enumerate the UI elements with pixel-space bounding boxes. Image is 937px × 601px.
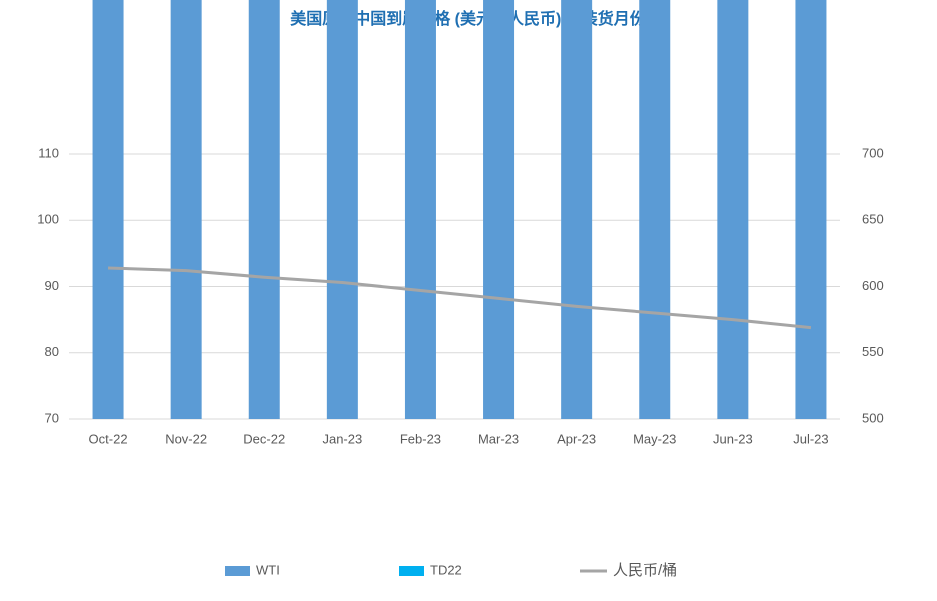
y2-tick-label: 550 — [862, 344, 884, 359]
line — [107, 266, 812, 330]
y-tick-label: 100 — [37, 212, 59, 227]
bar-segment — [170, 0, 202, 419]
bar-segment — [639, 0, 671, 420]
legend-label: TD22 — [430, 562, 462, 577]
x-tick-label: Dec-22 — [243, 431, 285, 446]
y2-tick-label: 500 — [862, 410, 884, 425]
bar-segment — [326, 0, 358, 419]
x-tick-label: Oct-22 — [89, 431, 128, 446]
chart-title: 美国原油中国到岸价格 (美元& 人民币) 按装货月份 — [290, 9, 647, 28]
y2-tick-label: 700 — [862, 145, 884, 160]
x-tick-label: Jan-23 — [322, 431, 362, 446]
y2-tick-label: 600 — [862, 278, 884, 293]
x-tick-label: Jul-23 — [793, 431, 828, 446]
x-tick-label: May-23 — [633, 431, 676, 446]
bar-segment — [561, 0, 593, 420]
x-tick-label: Mar-23 — [478, 431, 519, 446]
x-tick-label: Apr-23 — [557, 431, 596, 446]
x-tick-label: Feb-23 — [400, 431, 441, 446]
bar-segment — [795, 0, 827, 420]
y-tick-label: 70 — [45, 410, 59, 425]
bar-segment — [483, 0, 515, 420]
bar-segment — [404, 0, 436, 419]
bar-segment — [92, 0, 124, 419]
y-tick-label: 80 — [45, 344, 59, 359]
y-tick-label: 110 — [38, 145, 59, 160]
x-tick-label: Jun-23 — [713, 431, 753, 446]
y2-tick-label: 650 — [862, 212, 884, 227]
legend-swatch — [399, 566, 424, 576]
bar-segment — [717, 0, 749, 420]
legend-label: 人民币/桶 — [613, 562, 677, 579]
legend-swatch — [225, 566, 250, 576]
legend-label: WTI — [256, 562, 280, 577]
bar-segment — [248, 0, 280, 419]
y-tick-label: 90 — [45, 278, 59, 293]
x-tick-label: Nov-22 — [165, 431, 207, 446]
